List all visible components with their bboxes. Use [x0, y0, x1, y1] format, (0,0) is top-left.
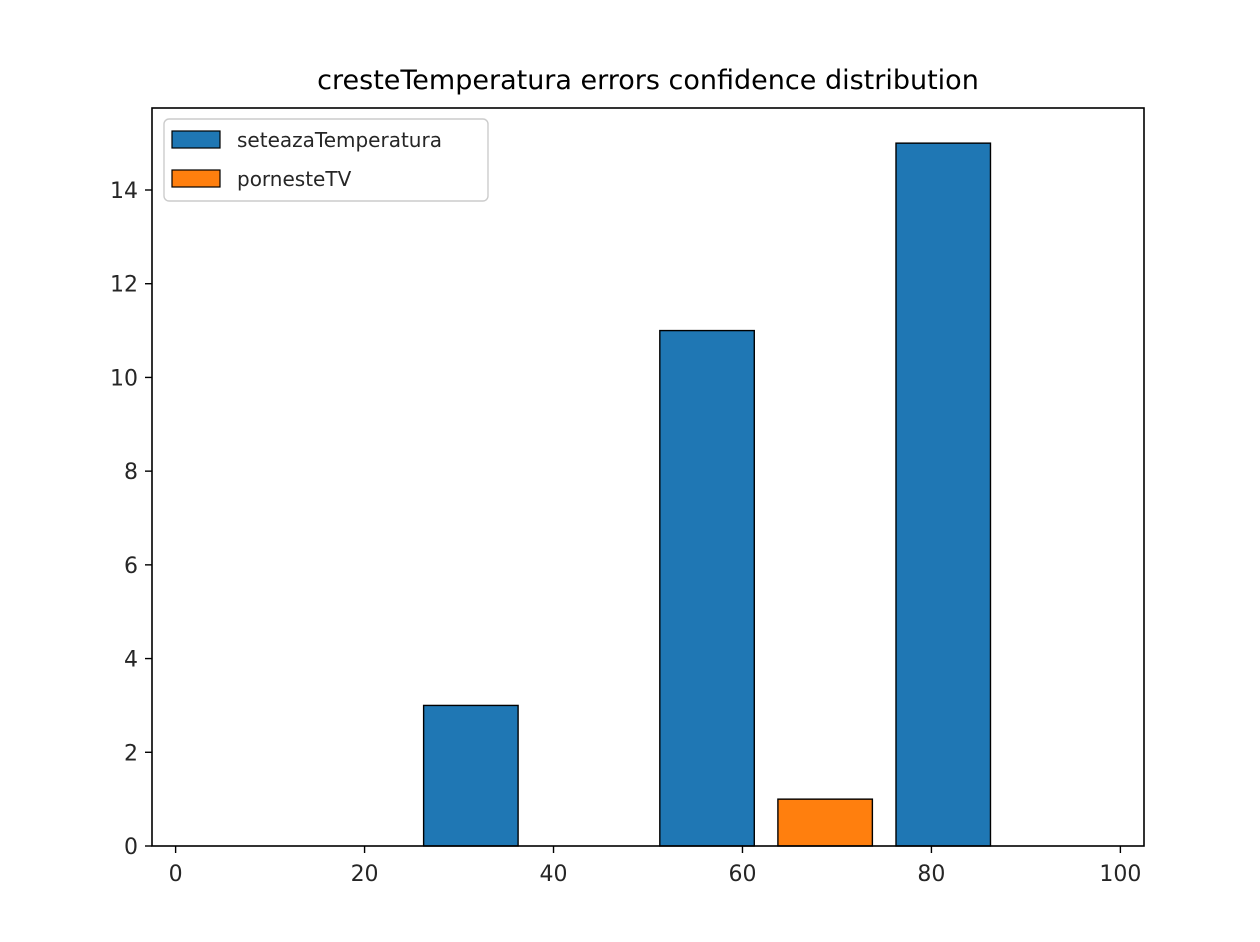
- x-tick-label: 40: [540, 862, 568, 887]
- legend-label-pornesteTV: pornesteTV: [237, 167, 352, 191]
- y-tick-label: 6: [124, 554, 138, 579]
- x-tick-label: 80: [917, 862, 945, 887]
- x-tick-label: 60: [728, 862, 756, 887]
- plot-frame: [151, 107, 1145, 847]
- chart-title: cresteTemperatura errors confidence dist…: [317, 65, 979, 96]
- y-tick-label: 10: [110, 366, 138, 391]
- x-axis-ticks: 0 20 40 60 80 100: [169, 846, 1141, 887]
- bar-seteazaTemperatura-bin-1: [422, 704, 519, 847]
- bar-seteazaTemperatura-bin-2: [659, 329, 755, 847]
- y-tick-label: 12: [110, 273, 138, 298]
- bar-pornesteTV-bin-2: [777, 798, 874, 847]
- legend-box: [163, 118, 489, 202]
- y-tick-label: 8: [124, 460, 138, 485]
- bars-layer: [422, 142, 992, 847]
- legend-swatch-pornesteTV: [171, 169, 221, 188]
- y-tick-label: 14: [110, 179, 138, 204]
- y-tick-label: 0: [124, 835, 138, 860]
- legend-swatch-seteazaTemperatura: [171, 130, 221, 149]
- y-tick-label: 4: [124, 648, 138, 673]
- y-tick-label: 2: [124, 741, 138, 766]
- x-tick-label: 0: [169, 862, 183, 887]
- bar-seteazaTemperatura-bin-3: [895, 142, 992, 847]
- y-axis-ticks: 0 2 4 6 8 10 12 14: [110, 179, 152, 860]
- legend: seteazaTemperatura pornesteTV: [163, 118, 489, 202]
- x-tick-label: 100: [1099, 862, 1141, 887]
- x-tick-label: 20: [351, 862, 379, 887]
- legend-label-seteazaTemperatura: seteazaTemperatura: [237, 128, 442, 152]
